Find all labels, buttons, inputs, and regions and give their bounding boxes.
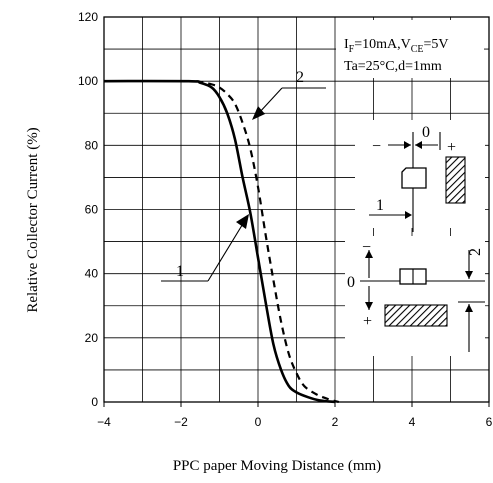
inset-bottom-minus: − <box>362 239 371 256</box>
y-tick-label: 40 <box>85 267 99 281</box>
callout-1: 1 <box>161 214 249 282</box>
inset-bottom-two: 2 <box>467 248 484 256</box>
inset-top-zero: 0 <box>422 124 430 141</box>
callout-2: 2 <box>252 69 326 120</box>
x-tick-label: 2 <box>332 415 339 429</box>
y-axis-label: Relative Collector Current (%) <box>25 127 41 312</box>
inset-diagram-horizontal: 0 − + 1 <box>355 120 485 232</box>
x-tick-label: −4 <box>97 415 111 429</box>
series-1-line <box>103 79 336 404</box>
y-tick-label: 100 <box>78 74 98 88</box>
inset-bottom-plus: + <box>363 313 372 330</box>
x-tick-label: 6 <box>486 415 493 429</box>
callout-2-label: 2 <box>296 69 304 86</box>
inset-top-plus: + <box>447 139 456 156</box>
conditions-line-2: Ta=25°C,d=1mm <box>344 59 442 74</box>
y-tick-label: 120 <box>78 10 98 24</box>
inset-top-minus: − <box>372 138 381 155</box>
inset-top-one: 1 <box>376 197 384 214</box>
conditions-box <box>336 20 484 78</box>
callout-1-label: 1 <box>176 263 184 280</box>
series-2-line <box>196 80 340 404</box>
x-tick-label: 0 <box>255 415 262 429</box>
y-tick-label: 0 <box>91 395 98 409</box>
y-tick-label: 20 <box>85 331 99 345</box>
inset-diagram-vertical: − 0 + 2 <box>345 236 485 356</box>
y-tick-label: 80 <box>85 138 99 152</box>
inset-bottom-zero: 0 <box>347 274 355 291</box>
x-tick-label: −2 <box>174 415 188 429</box>
x-tick-label: 4 <box>409 415 416 429</box>
y-tick-label: 60 <box>85 203 99 217</box>
conditions-line-1: IF=10mA,VCE=5V <box>344 37 449 55</box>
x-axis-label: PPC paper Moving Distance (mm) <box>173 458 381 474</box>
plot-area-frame <box>103 16 490 403</box>
series-layer <box>103 79 340 404</box>
